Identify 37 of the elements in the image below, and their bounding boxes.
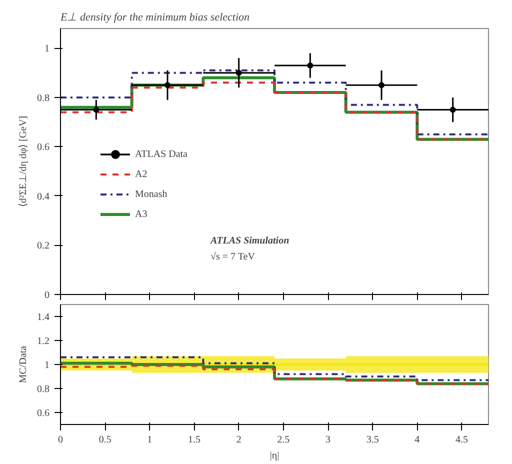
y-tick-label: 1 bbox=[44, 44, 50, 55]
annotation: ATLAS Simulation bbox=[210, 236, 290, 246]
point bbox=[307, 62, 314, 68]
x-tick-label: 0 bbox=[58, 434, 63, 446]
legend-label: ATLAS Data bbox=[135, 148, 188, 160]
x-tick-label: 4 bbox=[414, 434, 420, 446]
point bbox=[93, 106, 100, 113]
x-tick-label: 1 bbox=[147, 434, 152, 446]
y-axis-title: MC/Data bbox=[18, 345, 29, 384]
x-tick-label: 0.5 bbox=[98, 434, 112, 446]
x-tick-label: 1.5 bbox=[188, 434, 200, 446]
y-tick-label: 0.6 bbox=[37, 142, 50, 154]
legend-label: A3 bbox=[135, 208, 148, 220]
x-tick-label: 2.5 bbox=[277, 434, 290, 446]
y-tick-label: 0.6 bbox=[37, 408, 50, 419]
y-tick-label: 0.8 bbox=[37, 384, 50, 395]
y-tick-label: 0.4 bbox=[37, 191, 50, 202]
legend-label: A2 bbox=[135, 168, 148, 180]
legend-label: Monash bbox=[135, 188, 168, 200]
x-tick-label: 3 bbox=[326, 434, 330, 446]
annotation: √s = 7 TeV bbox=[210, 252, 256, 262]
y-axis-title: ⟨d²ΣE⊥/dη dφ⟩ [GeV] bbox=[18, 116, 29, 208]
y-tick-label: 1.2 bbox=[37, 336, 50, 347]
x-tick-label: 2 bbox=[236, 434, 242, 446]
point bbox=[450, 106, 456, 113]
y-tick-label: 1 bbox=[44, 360, 50, 371]
x-tick-label: 3.5 bbox=[366, 434, 379, 446]
x-tick-label: 4.5 bbox=[456, 434, 468, 446]
y-tick-label: 0.2 bbox=[37, 240, 50, 252]
point bbox=[378, 82, 384, 88]
point bbox=[164, 82, 170, 88]
y-tick-label: 0 bbox=[44, 290, 50, 301]
x-axis-title: |η| bbox=[270, 450, 280, 462]
chart-title: E⊥ density for the minimum bias selection bbox=[60, 12, 250, 24]
point bbox=[236, 70, 242, 76]
y-tick-label: 0.8 bbox=[37, 92, 50, 104]
y-tick-label: 1.4 bbox=[37, 312, 50, 323]
